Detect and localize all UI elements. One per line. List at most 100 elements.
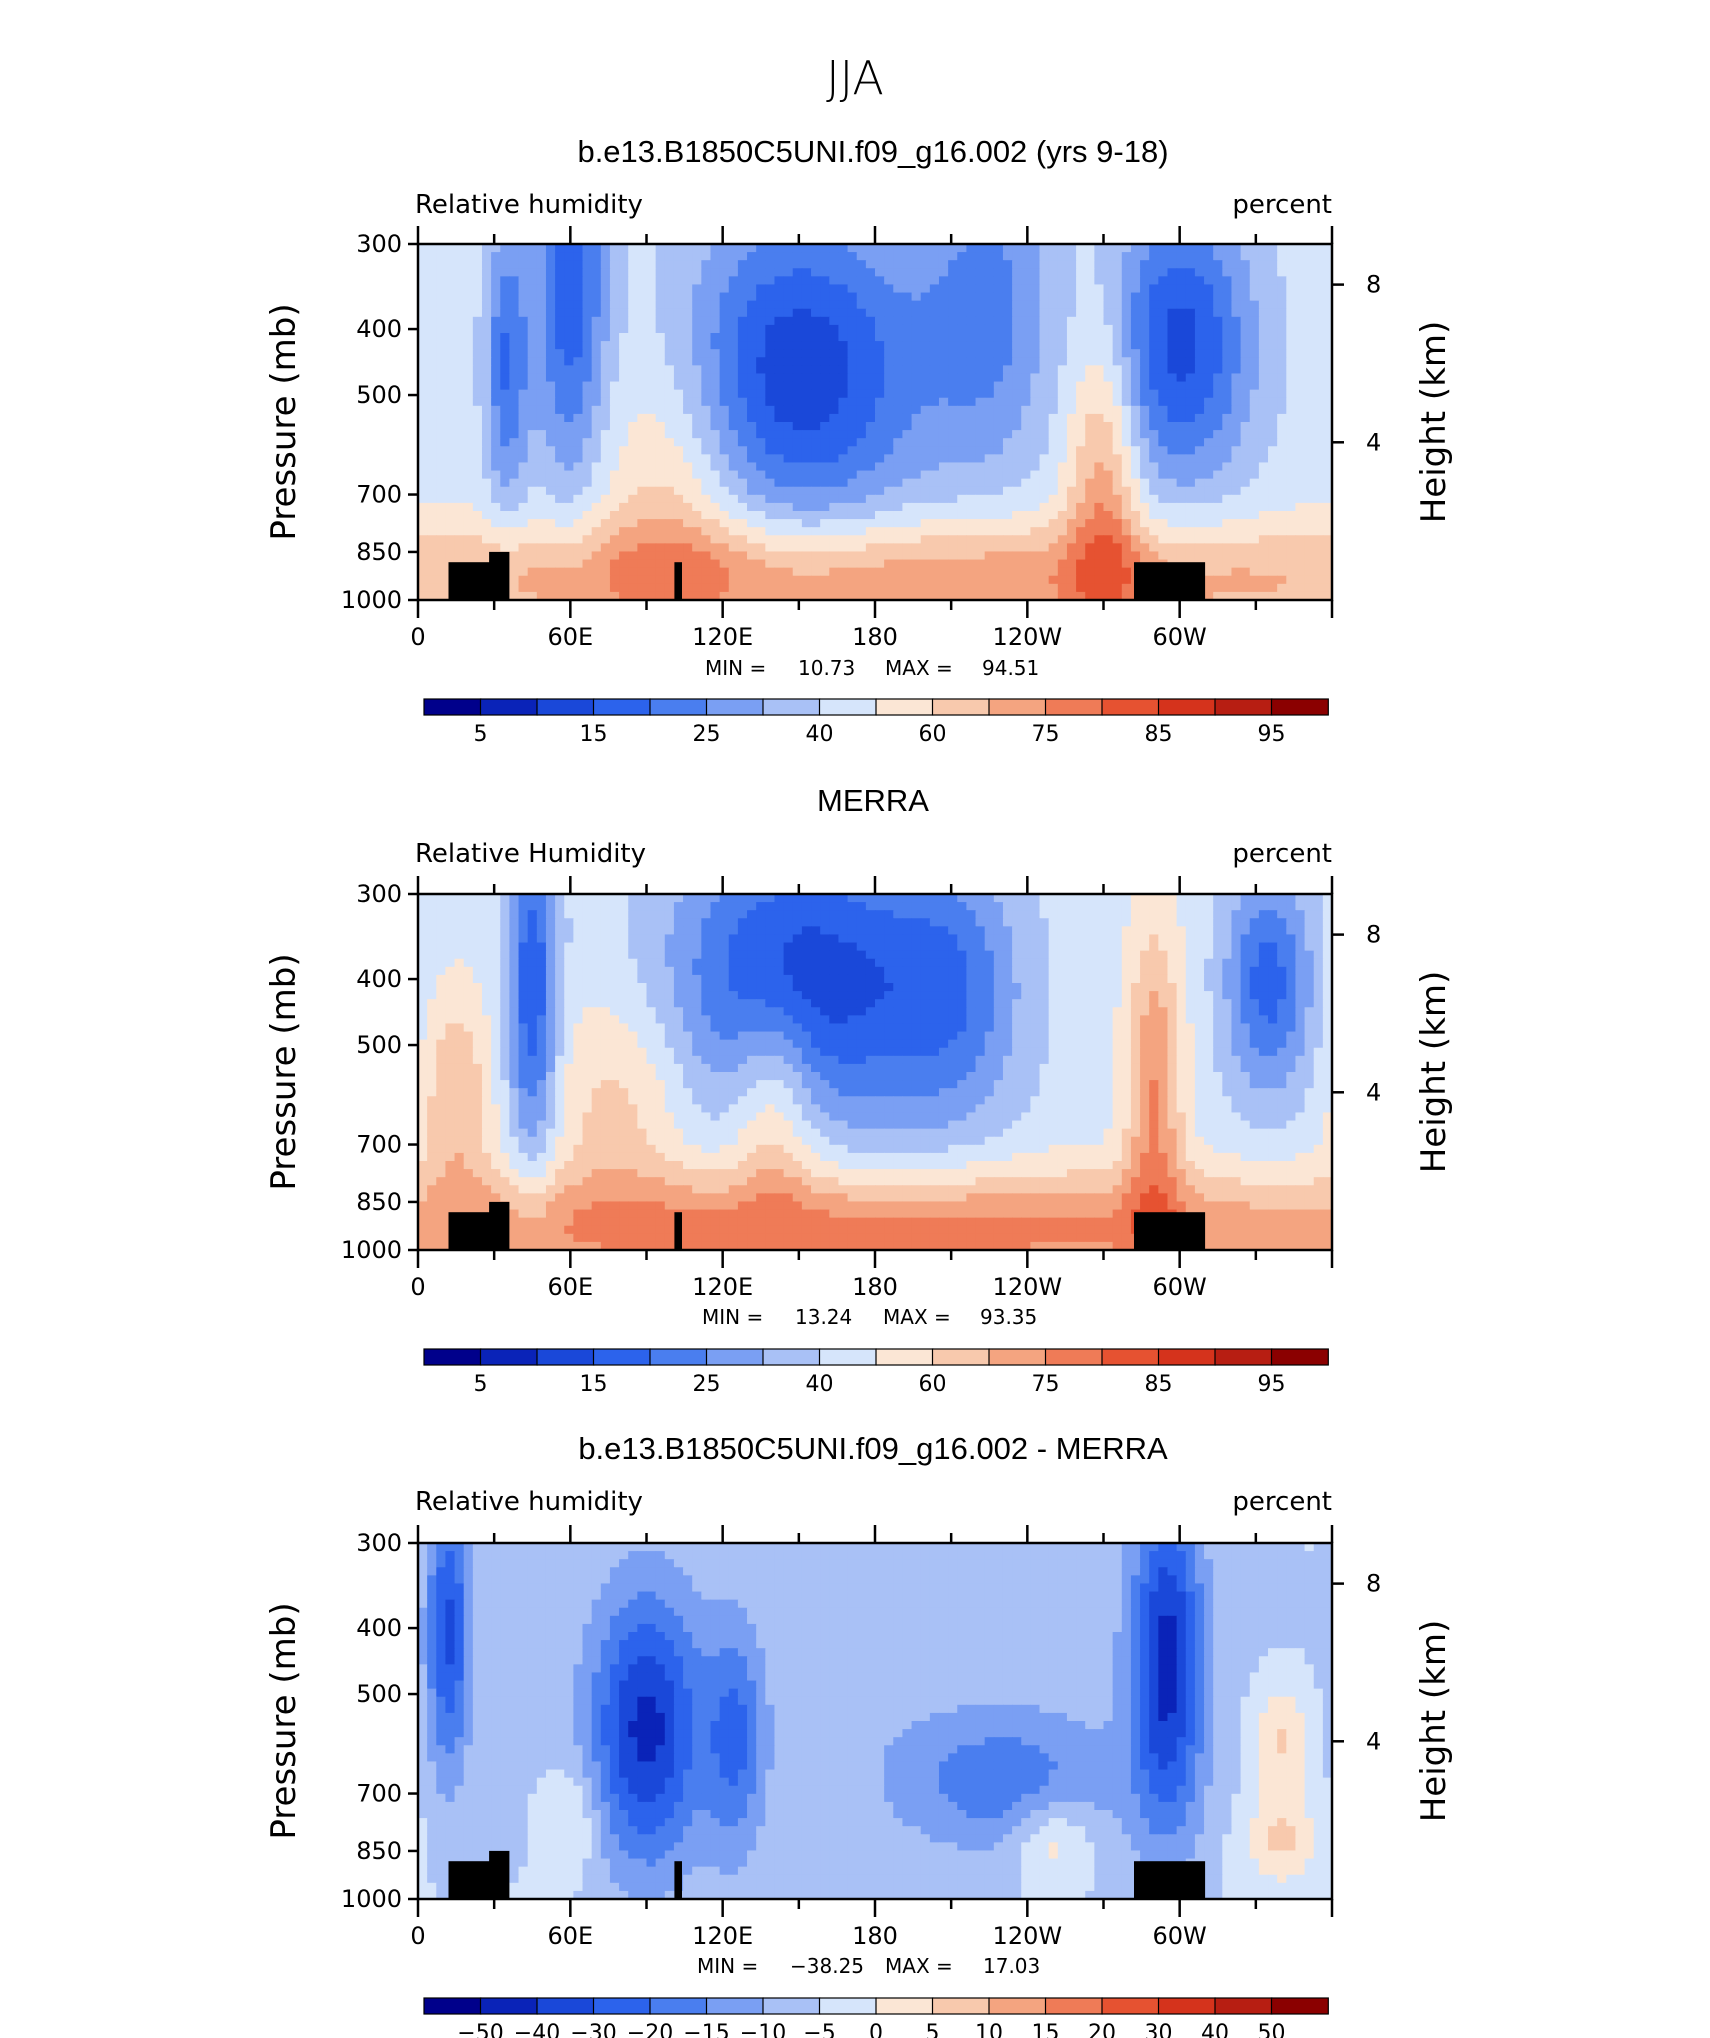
contour-cell [856,260,867,269]
contour-cell [1222,300,1233,310]
contour-cell [966,324,977,334]
contour-cell [984,486,995,496]
contour-cell [436,389,447,399]
max-label: MAX = [885,656,953,680]
contour-cell [847,244,858,253]
contour-cell [683,430,693,439]
contour-cell [948,454,958,464]
contour-cell [1039,252,1050,261]
contour-cell [911,910,922,919]
contour-cell [683,894,693,903]
contour-cell [948,910,958,919]
contour-cell [1039,438,1050,447]
contour-cell [710,405,721,415]
contour-cell [820,438,830,447]
contour-cell [1277,894,1287,903]
contour-cell [637,333,648,342]
contour-cell [893,591,904,601]
contour-cell [756,308,766,318]
contour-cell [1094,486,1105,496]
contour-cell [527,260,538,269]
contour-cell [865,567,876,577]
contour-cell [875,422,885,431]
contour-cell [609,389,620,399]
contour-cell [920,252,931,261]
contour-cell [1103,324,1114,334]
contour-cell [838,438,849,447]
contour-cell [774,519,785,528]
contour-cell [573,284,584,294]
contour-cell [948,519,958,528]
contour-cell [884,430,894,439]
contour-cell [1048,357,1059,366]
contour-cell [1130,543,1141,553]
contour-cell [1258,591,1269,601]
contour-cell [820,575,830,585]
contour-cell [481,894,492,903]
contour-cell [938,430,949,439]
contour-cell [1258,446,1269,455]
contour-cell [902,527,913,536]
contour-cell [1057,527,1068,536]
contour-cell [1066,405,1077,415]
contour-cell [1322,357,1333,366]
contour-cell [1002,438,1013,447]
contour-cell [1158,918,1169,927]
contour-cell [1158,462,1169,472]
contour-cell [1002,910,1013,919]
contour-cell [1012,511,1022,520]
contour-cell [1076,591,1086,601]
contour-cell [664,543,675,553]
contour-cell [774,357,785,366]
contour-cell [1204,591,1214,601]
contour-cell [765,446,776,455]
contour-cell [582,284,593,294]
colorbar-swatch [1157,698,1216,716]
contour-cell [692,494,702,504]
contour-cell [1057,494,1068,504]
contour-cell [445,470,456,480]
contour-cell [911,381,922,391]
contour-cell [655,454,666,464]
contour-cell [582,494,593,504]
contour-cell [1002,422,1013,431]
contour-cell [1012,405,1022,415]
contour-cell [1304,591,1315,601]
contour-cell [1322,910,1333,919]
contour-cell [765,430,776,439]
contour-cell [1076,559,1086,569]
contour-cell [619,397,629,407]
contour-cell [1213,405,1223,415]
contour-cell [865,918,876,927]
contour-cell [628,478,638,488]
contour-cell [1094,300,1105,310]
contour-cell [655,357,666,366]
contour-cell [966,365,977,375]
contour-cell [646,567,657,577]
contour-cell [1268,341,1278,350]
contour-cell [774,894,785,903]
contour-cell [856,413,867,423]
contour-cell [865,389,876,399]
contour-cell [591,902,602,911]
contour-cell [719,519,730,528]
contour-cell [783,918,794,927]
contour-cell [1240,511,1251,520]
contour-cell [637,405,648,415]
contour-cell [1121,543,1132,553]
contour-cell [1268,454,1278,464]
contour-cell [1258,397,1269,407]
contour-cell [1258,405,1269,415]
contour-cell [545,252,556,261]
contour-cell [1030,244,1041,253]
contour-cell [975,559,986,569]
contour-cell [463,276,474,286]
contour-cell [765,494,776,504]
contour-cell [1176,373,1187,383]
contour-cell [518,292,529,302]
contour-cell [1194,349,1205,358]
contour-cell [1185,462,1196,472]
contour-cell [1066,430,1077,439]
contour-cell [619,527,629,536]
contour-cell [1048,543,1059,553]
